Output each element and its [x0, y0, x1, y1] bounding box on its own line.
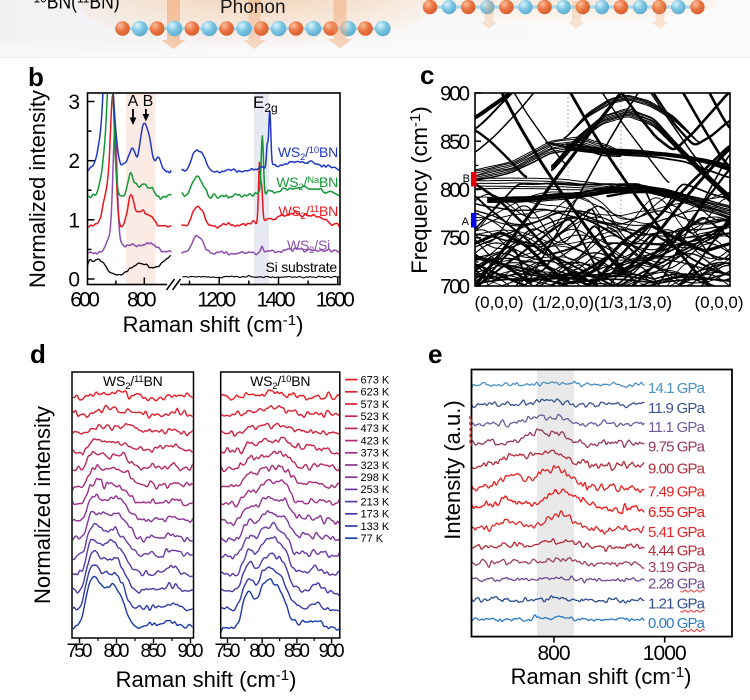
svg-text:WS2/11BN: WS2/11BN: [279, 203, 338, 222]
svg-text:B: B: [143, 93, 154, 110]
svg-text:6.55 GPa: 6.55 GPa: [648, 504, 706, 521]
svg-text:3.19 GPa: 3.19 GPa: [648, 559, 706, 576]
svg-text:Frequency (cm-1): Frequency (cm-1): [407, 106, 432, 273]
svg-text:e: e: [428, 339, 442, 369]
svg-text:900: 900: [319, 641, 345, 662]
svg-text:b: b: [28, 62, 44, 92]
svg-text:Raman shift (cm-1): Raman shift (cm-1): [511, 664, 692, 689]
svg-text:750: 750: [67, 641, 93, 662]
svg-text:(0,0,0): (0,0,0): [475, 293, 524, 312]
svg-text:323 K: 323 K: [361, 460, 390, 472]
svg-text:A: A: [128, 93, 139, 110]
svg-text:2: 2: [68, 150, 80, 173]
svg-text:10BN(11BN): 10BN(11BN): [34, 0, 120, 13]
svg-text:253 K: 253 K: [361, 484, 390, 496]
svg-text:2.28 GPa: 2.28 GPa: [648, 576, 706, 593]
svg-text:WS2/10BN: WS2/10BN: [250, 373, 310, 392]
svg-text:(1/3,1/3,0): (1/3,1/3,0): [594, 293, 672, 312]
svg-text:800: 800: [249, 641, 275, 662]
svg-text:1000: 1000: [643, 642, 687, 665]
svg-text:Intensity (a.u.): Intensity (a.u.): [440, 400, 465, 539]
svg-text:77 K: 77 K: [361, 533, 384, 545]
svg-text:7.49 GPa: 7.49 GPa: [648, 484, 706, 501]
svg-text:Normalized intensity: Normalized intensity: [25, 90, 50, 288]
svg-text:673 K: 673 K: [361, 374, 390, 386]
svg-text:423 K: 423 K: [361, 435, 390, 447]
svg-text:A: A: [462, 216, 470, 228]
svg-text:Si substrate: Si substrate: [265, 259, 337, 275]
svg-text:523 K: 523 K: [361, 411, 390, 423]
svg-text:(1/2,0,0): (1/2,0,0): [532, 293, 594, 312]
svg-text:0.00 GPa: 0.00 GPa: [648, 615, 706, 632]
svg-text:900: 900: [440, 83, 470, 106]
svg-text:850: 850: [141, 641, 167, 662]
svg-text:3: 3: [68, 91, 80, 114]
svg-text:473 K: 473 K: [361, 423, 390, 435]
svg-text:9.75 GPa: 9.75 GPa: [648, 439, 706, 456]
svg-text:623 K: 623 K: [361, 387, 390, 399]
svg-text:600: 600: [70, 289, 100, 312]
svg-text:Phonon: Phonon: [220, 0, 286, 18]
svg-text:WS2/NaBN: WS2/NaBN: [276, 174, 338, 193]
svg-text:1400: 1400: [257, 289, 296, 312]
svg-text:0: 0: [68, 269, 80, 292]
svg-text:800: 800: [538, 642, 571, 665]
svg-text:(0,0,0): (0,0,0): [695, 293, 744, 312]
svg-text:Raman shift (cm-1): Raman shift (cm-1): [123, 312, 304, 337]
svg-text:750: 750: [440, 227, 470, 250]
svg-text:11.9 GPa: 11.9 GPa: [648, 400, 706, 417]
svg-text:1200: 1200: [197, 289, 236, 312]
svg-text:133 K: 133 K: [361, 521, 390, 533]
svg-text:700: 700: [440, 276, 470, 299]
svg-text:298 K: 298 K: [361, 472, 390, 484]
svg-text:213 K: 213 K: [361, 496, 390, 508]
svg-text:WS2/10BN: WS2/10BN: [278, 144, 338, 163]
svg-text:5.41 GPa: 5.41 GPa: [648, 524, 706, 541]
svg-text:c: c: [420, 60, 434, 90]
svg-text:1.21 GPa: 1.21 GPa: [648, 596, 706, 613]
svg-text:14.1 GPa: 14.1 GPa: [648, 380, 706, 397]
svg-text:Raman shift (cm-1): Raman shift (cm-1): [116, 667, 297, 692]
svg-text:1: 1: [68, 209, 80, 232]
svg-text:B: B: [463, 173, 470, 185]
svg-text:WS2/11BN: WS2/11BN: [103, 373, 162, 392]
svg-text:WS2/Si: WS2/Si: [287, 237, 330, 256]
svg-text:573 K: 573 K: [361, 399, 390, 411]
svg-text:900: 900: [178, 641, 204, 662]
svg-text:850: 850: [440, 131, 470, 154]
svg-text:850: 850: [284, 641, 310, 662]
svg-text:11.1 GPa: 11.1 GPa: [648, 419, 706, 436]
svg-text:d: d: [30, 339, 46, 369]
svg-text:800: 800: [104, 641, 130, 662]
svg-text:1600: 1600: [316, 289, 355, 312]
svg-text:800: 800: [127, 289, 157, 312]
svg-text:Normalized intensity: Normalized intensity: [30, 406, 55, 604]
svg-text:800: 800: [440, 179, 470, 202]
svg-text:173 K: 173 K: [361, 509, 390, 521]
svg-text:373 K: 373 K: [361, 448, 390, 460]
svg-text:9.00 GPa: 9.00 GPa: [648, 461, 706, 478]
svg-text:4.44 GPa: 4.44 GPa: [648, 543, 706, 560]
svg-text:750: 750: [215, 641, 241, 662]
